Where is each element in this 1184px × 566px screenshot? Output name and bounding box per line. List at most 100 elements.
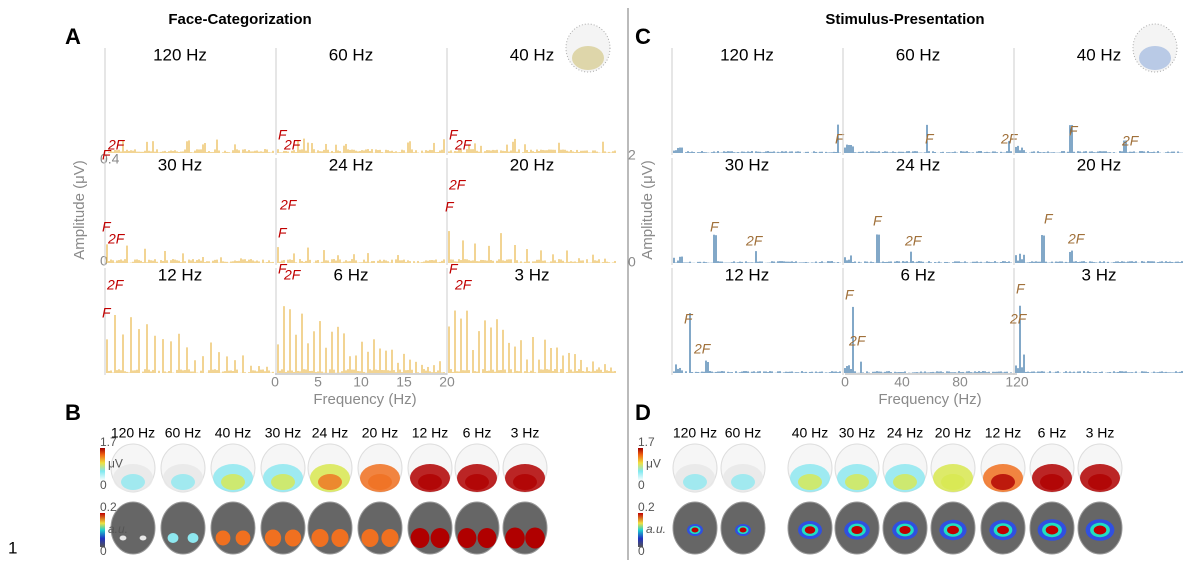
harmonic-marker: 2F [1000,131,1019,147]
topo-label: 40 Hz [215,425,252,441]
spectrum [106,244,274,263]
harmonic-marker: 2F [848,333,867,349]
topo-activity-core [318,474,342,490]
topo-activity-core [941,474,965,490]
y-tick-label: 2 [628,147,636,163]
snr-blob [430,528,450,548]
spectrum [1015,305,1183,373]
spectrum [448,231,616,263]
panel-letter: C [635,24,651,49]
snr-blob [187,533,199,543]
snr-blob-center [947,525,959,535]
topo-label: 6 Hz [1038,425,1067,441]
snr-blob [284,529,302,547]
topo-label: 24 Hz [887,425,924,441]
subplot-label: 12 Hz [158,265,202,284]
x-axis-label: Frequency (Hz) [313,391,416,408]
subplot-label: 6 Hz [334,265,369,284]
topo-label: 3 Hz [511,425,540,441]
spectrum [106,315,274,373]
snr-blob-center [1045,525,1059,535]
topo-activity-core [1088,474,1112,490]
snr-blob [361,529,379,547]
snr-blob-center [997,525,1009,535]
subplot-label: 120 Hz [720,45,774,64]
harmonic-marker: F [278,261,288,277]
topo-label: 24 Hz [312,425,349,441]
spectrum [673,234,841,263]
topo-activity-core [465,474,489,490]
snr-blob [235,530,251,546]
spectrum [844,124,1012,153]
topo-label: 6 Hz [463,425,492,441]
y-tick-label: 0 [100,253,108,269]
topo-activity-core [683,474,707,490]
y-tick-label: 0 [628,254,636,270]
topo-label: 20 Hz [935,425,972,441]
panel-letter: A [65,24,81,49]
scale-max: 0.2 [100,500,117,514]
scale-min: 0 [100,544,107,558]
topo-label: 120 Hz [673,425,717,441]
x-axis-label: Frequency (Hz) [878,391,981,408]
snr-blob [457,528,477,548]
harmonic-marker: F [278,225,288,241]
harmonic-marker: F [449,127,459,143]
snr-blob [311,529,329,547]
subplot-label: 40 Hz [1077,45,1121,64]
spectrum [277,306,445,373]
scale-min: 0 [638,478,645,492]
snr-blob [505,527,525,549]
scale-max: 1.7 [100,435,117,449]
snr-blob [215,530,231,546]
harmonic-marker: F [1016,281,1026,297]
subplot-label: 12 Hz [725,265,769,284]
topo-activity-core [171,474,195,490]
x-tick-label: 20 [439,374,455,390]
x-tick-label: 0 [271,374,279,390]
spectrum [673,124,841,153]
spectrum [1015,235,1183,263]
subplot-label: 60 Hz [329,45,373,64]
snr-head [210,501,256,555]
snr-blob [525,527,545,549]
topo-activity-core [731,474,755,490]
snr-blob [381,529,399,547]
x-tick-label: 0 [841,374,849,390]
snr-blob [477,528,497,548]
snr-blob-center [899,526,911,534]
topo-label: 30 Hz [839,425,876,441]
panel-title: Face-Categorization [168,11,311,28]
subplot-label: 40 Hz [510,45,554,64]
y-axis-label: Amplitude (μV) [71,160,88,260]
subplot-label: 20 Hz [1077,155,1121,174]
subplot-label: 30 Hz [158,155,202,174]
subplot-label: 3 Hz [515,265,550,284]
topo-label: 30 Hz [265,425,302,441]
harmonic-marker: F [445,199,455,215]
spectrum [277,247,445,263]
subplot-label: 24 Hz [329,155,373,174]
topo-label: 12 Hz [985,425,1022,441]
x-tick-label: 80 [952,374,968,390]
harmonic-marker: F [925,131,935,147]
scale-unit: a.u. [108,522,128,536]
topo-label: 60 Hz [725,425,762,441]
harmonic-marker: 2F [283,137,302,153]
harmonic-marker: F [102,219,112,235]
snr-head [407,501,453,555]
harmonic-marker: F [835,131,845,147]
harmonic-marker: F [278,127,288,143]
harmonic-marker: F [102,305,112,321]
harmonic-marker: F [684,311,694,327]
scale-min: 0 [638,544,645,558]
spectrum [844,234,1012,263]
subplot-label: 24 Hz [896,155,940,174]
snr-head [454,501,500,555]
head-icon-roi [1139,46,1171,70]
topo-label: 12 Hz [412,425,449,441]
topo-label: 60 Hz [165,425,202,441]
colorbar [638,448,643,481]
x-tick-label: 15 [396,374,412,390]
